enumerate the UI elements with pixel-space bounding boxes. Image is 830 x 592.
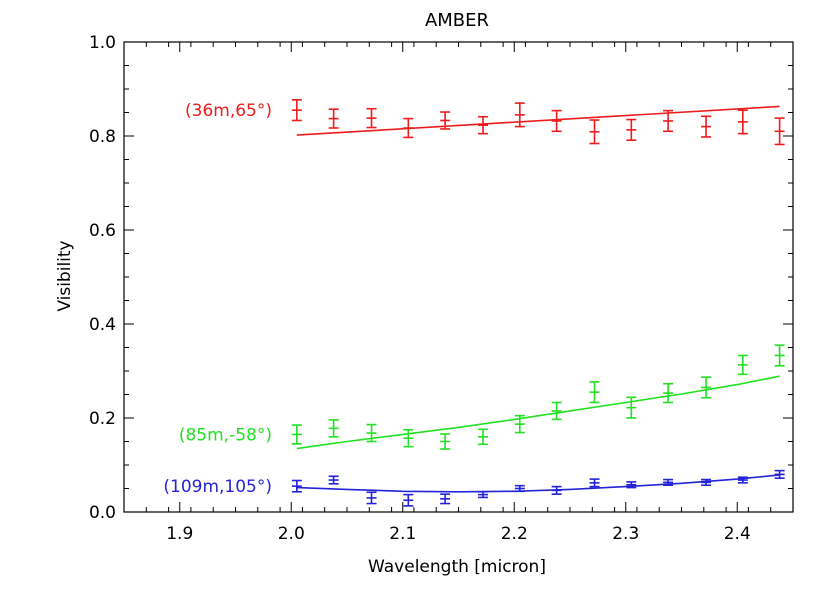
data-point-errorbar bbox=[626, 118, 637, 142]
data-point-errorbar bbox=[366, 107, 377, 129]
data-point-errorbar bbox=[291, 424, 302, 445]
series-group: (85m,-58°) bbox=[179, 344, 785, 450]
axis-ticks: 1.9 2.0 2.1 2.2 2.3 2.4 0.0 0.2 0.4 0.6 0.8 1.0 bbox=[89, 33, 794, 544]
y-tick-label: 0.0 bbox=[89, 503, 116, 523]
x-tick-label: 2.3 bbox=[612, 524, 639, 544]
data-point-errorbar bbox=[774, 469, 785, 479]
data-point-errorbar bbox=[440, 493, 451, 505]
data-point-errorbar bbox=[737, 354, 748, 376]
x-tick-label: 2.1 bbox=[389, 524, 416, 544]
y-tick-label: 0.6 bbox=[89, 221, 116, 241]
data-point-errorbar bbox=[774, 117, 785, 146]
data-point-errorbar bbox=[551, 109, 562, 133]
x-tick-label: 2.0 bbox=[278, 524, 305, 544]
x-tick-label: 2.4 bbox=[724, 524, 751, 544]
data-point-errorbar bbox=[328, 419, 339, 438]
data-point-errorbar bbox=[291, 479, 302, 493]
data-point-errorbar bbox=[478, 490, 489, 499]
data-point-errorbar bbox=[626, 481, 637, 489]
data-point-errorbar bbox=[663, 109, 674, 133]
data-point-errorbar bbox=[701, 376, 712, 399]
data-point-errorbar bbox=[589, 381, 600, 404]
data-point-errorbar bbox=[737, 109, 748, 135]
y-axis-label: Visibility bbox=[55, 240, 75, 311]
data-point-errorbar bbox=[701, 115, 712, 138]
data-point-errorbar bbox=[514, 102, 525, 128]
data-point-errorbar bbox=[514, 484, 525, 493]
x-axis-label: Wavelength [micron] bbox=[368, 557, 546, 577]
series-fit-line bbox=[296, 105, 780, 136]
data-point-errorbar bbox=[589, 119, 600, 145]
series-fit-line bbox=[296, 474, 780, 493]
data-point-errorbar bbox=[328, 108, 339, 129]
data-point-errorbar bbox=[403, 493, 414, 507]
data-point-errorbar bbox=[291, 99, 302, 122]
data-point-errorbar bbox=[440, 111, 451, 130]
data-marks: (36m,65°) (85m,-58°) (109m,105°) bbox=[163, 99, 785, 507]
data-point-errorbar bbox=[701, 478, 712, 487]
data-point-errorbar bbox=[403, 117, 414, 139]
x-tick-label: 1.9 bbox=[166, 524, 193, 544]
data-point-errorbar bbox=[737, 476, 748, 484]
data-point-errorbar bbox=[478, 428, 489, 446]
data-point-errorbar bbox=[626, 396, 637, 419]
data-point-errorbar bbox=[478, 115, 489, 135]
series-label: (85m,-58°) bbox=[179, 425, 272, 445]
data-point-errorbar bbox=[663, 478, 674, 487]
y-tick-label: 1.0 bbox=[89, 33, 116, 53]
data-point-errorbar bbox=[663, 382, 674, 404]
series-label: (36m,65°) bbox=[185, 101, 272, 121]
data-point-errorbar bbox=[328, 475, 339, 485]
y-tick-label: 0.8 bbox=[89, 127, 116, 147]
data-point-errorbar bbox=[440, 433, 451, 450]
series-fit-line bbox=[296, 375, 780, 450]
series-label: (109m,105°) bbox=[163, 477, 272, 497]
data-point-errorbar bbox=[551, 485, 562, 495]
data-point-errorbar bbox=[366, 423, 377, 443]
data-point-errorbar bbox=[514, 414, 525, 434]
series-group: (109m,105°) bbox=[163, 469, 785, 507]
data-point-errorbar bbox=[403, 428, 414, 448]
x-tick-label: 2.2 bbox=[501, 524, 528, 544]
data-point-errorbar bbox=[774, 344, 785, 367]
y-tick-label: 0.2 bbox=[89, 409, 116, 429]
chart-title: AMBER bbox=[425, 10, 489, 31]
data-point-errorbar bbox=[551, 401, 562, 421]
data-point-errorbar bbox=[366, 491, 377, 505]
data-point-errorbar bbox=[589, 478, 600, 488]
series-group: (36m,65°) bbox=[185, 99, 785, 146]
y-tick-label: 0.4 bbox=[89, 315, 116, 335]
